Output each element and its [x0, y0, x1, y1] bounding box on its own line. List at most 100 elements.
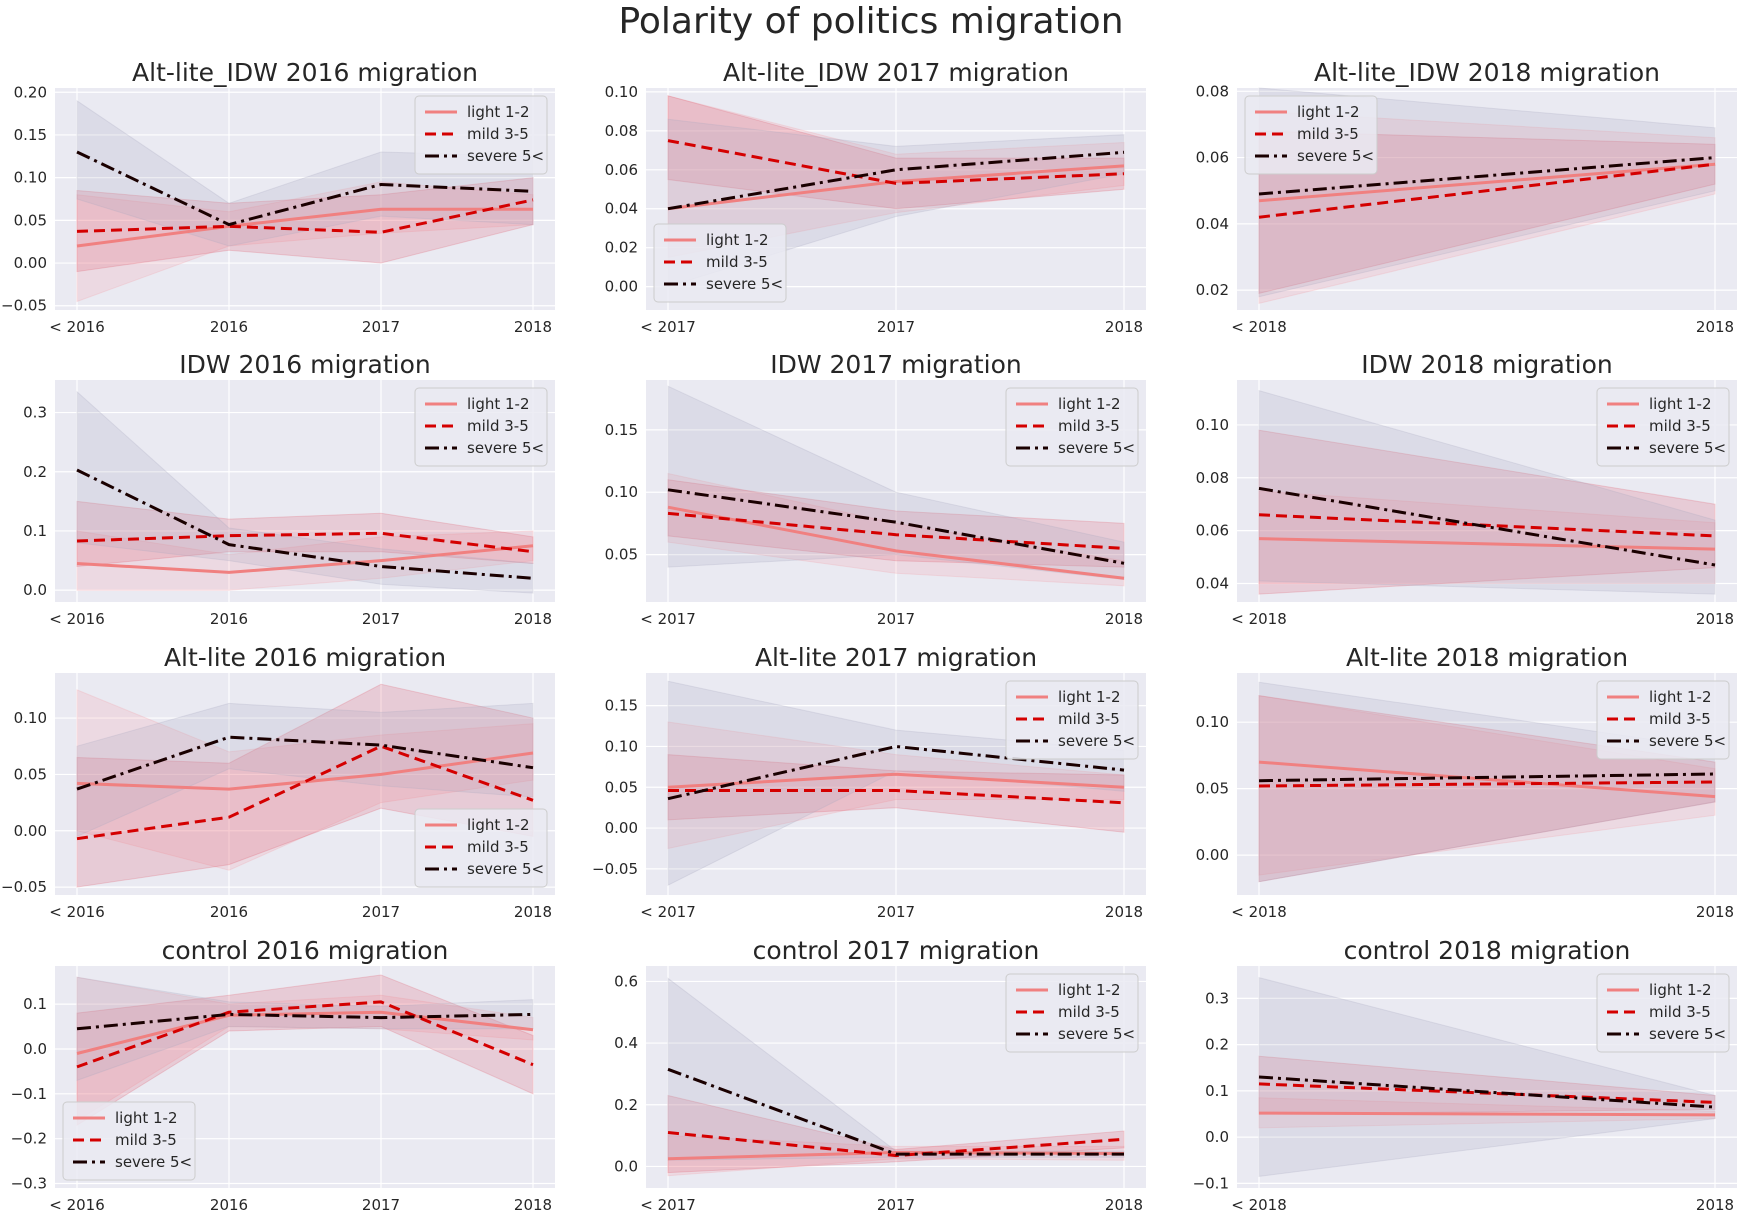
- y-tick-label: 0.10: [14, 169, 47, 187]
- series-line-2: [1258, 780, 1716, 788]
- legend-label: mild 3-5: [467, 125, 529, 143]
- chart-panel-6: 0.04 0.06 0.08 0.10 < 2018 2018 IDW 2018 migra…: [1196, 350, 1737, 628]
- series-line-2: [668, 789, 1125, 805]
- y-tick-label: 0.00: [605, 819, 638, 837]
- figure-title: Polarity of politics migration: [618, 1, 1123, 42]
- x-tick-label: < 2018: [1231, 1196, 1287, 1214]
- chart-title: IDW 2016 migration: [179, 350, 431, 379]
- legend-label: severe 5<: [115, 1153, 192, 1171]
- y-tick-label: 0.05: [605, 546, 638, 564]
- chart-panel-5: 0.05 0.10 0.15 < 2017 2017 2018 IDW 2017 migra…: [605, 350, 1146, 628]
- chart-panel-7: −0.05 0.00 0.05 0.10 < 2016 2016 2017 2018 Alt-l…: [1, 643, 555, 921]
- ci-band-2: [76, 974, 534, 1127]
- series-line-3: [667, 488, 1125, 565]
- legend-frame: [1005, 973, 1139, 1053]
- y-tick-label: −0.05: [592, 860, 638, 878]
- legend-label: light 1-2: [1649, 395, 1712, 413]
- y-tick-label: 0.6: [614, 972, 638, 990]
- x-tick-label: 2016: [210, 610, 248, 628]
- series-line-3: [76, 468, 534, 580]
- y-tick-label: −0.05: [1, 297, 47, 315]
- legend-label: severe 5<: [467, 860, 544, 878]
- ci-band-1: [1258, 490, 1716, 584]
- y-tick-label: 0.15: [605, 697, 638, 715]
- legend-label: mild 3-5: [1058, 710, 1120, 728]
- legend: light 1-2 mild 3-5 severe 5<: [414, 95, 548, 175]
- ci-band-3: [76, 702, 534, 838]
- legend-label: severe 5<: [1058, 439, 1135, 457]
- x-tick-label: < 2016: [49, 610, 105, 628]
- series-line-2: [76, 744, 534, 841]
- legend-frame: [414, 95, 548, 175]
- x-tick-label: 2018: [1696, 610, 1734, 628]
- x-tick-label: < 2018: [1231, 610, 1287, 628]
- ci-band-3: [667, 385, 1125, 581]
- ci-band-1: [667, 721, 1125, 850]
- ci-band-3: [1258, 389, 1716, 595]
- legend-label: severe 5<: [467, 147, 544, 165]
- legend: light 1-2 mild 3-5 severe 5<: [1596, 387, 1730, 467]
- x-tick-label: 2017: [362, 1196, 400, 1214]
- y-tick-label: 0.06: [1196, 149, 1229, 167]
- y-tick-label: 0.10: [1196, 416, 1229, 434]
- y-tick-label: 0.0: [23, 581, 47, 599]
- x-tick-label: < 2017: [640, 903, 696, 921]
- legend-label: mild 3-5: [1058, 1003, 1120, 1021]
- legend-label: light 1-2: [1297, 103, 1360, 121]
- x-tick-label: 2018: [514, 318, 552, 336]
- series-line-1: [667, 164, 1125, 211]
- legend-frame: [1005, 680, 1139, 760]
- y-tick-label: 0.10: [14, 709, 47, 727]
- y-tick-label: 0.06: [1196, 522, 1229, 540]
- legend-frame: [414, 387, 548, 467]
- legend-label: light 1-2: [1649, 688, 1712, 706]
- x-tick-label: < 2018: [1231, 318, 1287, 336]
- y-tick-label: 0.00: [605, 278, 638, 296]
- legend-label: mild 3-5: [1297, 125, 1359, 143]
- y-tick-label: 0.00: [14, 254, 47, 272]
- legend-label: mild 3-5: [1649, 417, 1711, 435]
- y-tick-label: 0.4: [614, 1034, 638, 1052]
- y-tick-label: 0.08: [605, 122, 638, 140]
- chart-panel-1: −0.05 0.00 0.05 0.10 0.15 0.20 < 2016 2016 2017 2…: [1, 58, 555, 336]
- legend-frame: [1005, 387, 1139, 467]
- ci-band-1: [76, 976, 534, 1122]
- legend-frame: [62, 1101, 196, 1181]
- chart-title: control 2016 migration: [162, 936, 449, 965]
- x-tick-label: 2018: [514, 610, 552, 628]
- y-tick-label: 0.3: [1205, 989, 1229, 1007]
- chart-title: control 2018 migration: [1344, 936, 1631, 965]
- legend-label: severe 5<: [1297, 147, 1374, 165]
- y-tick-label: 0.04: [1196, 215, 1229, 233]
- y-tick-label: 0.10: [605, 483, 638, 501]
- x-tick-label: < 2016: [49, 1196, 105, 1214]
- y-tick-label: 0.10: [1196, 713, 1229, 731]
- legend: light 1-2 mild 3-5 severe 5<: [653, 223, 787, 303]
- y-tick-label: 0.0: [23, 1040, 47, 1058]
- x-tick-label: 2017: [877, 318, 915, 336]
- chart-title: Alt-lite 2018 migration: [1346, 643, 1628, 672]
- y-tick-label: 0.08: [1196, 469, 1229, 487]
- legend-label: light 1-2: [1058, 981, 1121, 999]
- series-line-3: [76, 1012, 534, 1031]
- y-tick-label: −0.1: [11, 1085, 47, 1103]
- x-tick-label: 2016: [210, 903, 248, 921]
- x-tick-label: < 2017: [640, 318, 696, 336]
- chart-title: IDW 2017 migration: [770, 350, 1022, 379]
- x-tick-label: < 2017: [640, 1196, 696, 1214]
- series-line-1: [76, 751, 534, 791]
- legend-label: mild 3-5: [467, 417, 529, 435]
- series-line-1: [1258, 537, 1716, 551]
- legend-label: light 1-2: [1649, 981, 1712, 999]
- legend: light 1-2 mild 3-5 severe 5<: [1005, 680, 1139, 760]
- legend-label: light 1-2: [1058, 395, 1121, 413]
- y-tick-label: 0.10: [605, 83, 638, 101]
- chart-title: Alt-lite 2016 migration: [164, 643, 446, 672]
- legend-label: severe 5<: [706, 275, 783, 293]
- series-line-2: [76, 531, 534, 554]
- legend: light 1-2 mild 3-5 severe 5<: [1596, 680, 1730, 760]
- x-tick-label: 2017: [362, 610, 400, 628]
- legend-label: mild 3-5: [1649, 1003, 1711, 1021]
- legend-label: severe 5<: [1058, 732, 1135, 750]
- y-tick-label: 0.04: [1196, 575, 1229, 593]
